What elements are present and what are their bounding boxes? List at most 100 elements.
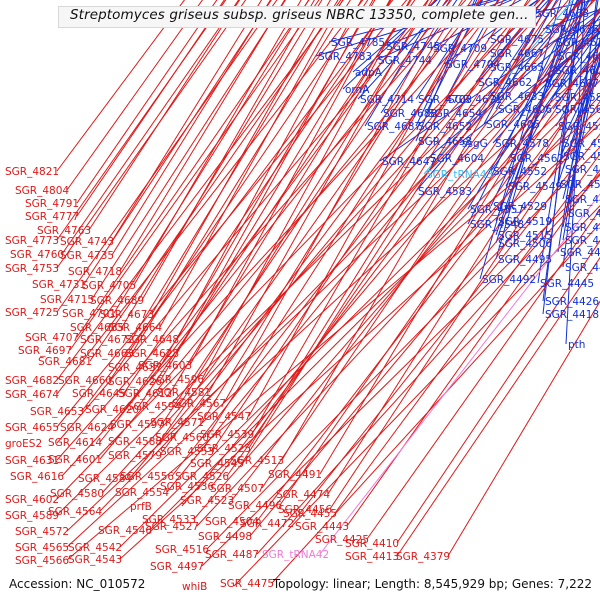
reverse-gene-label[interactable]: SGR_4566 — [15, 555, 69, 567]
reverse-gene-label[interactable]: SGR_4588 — [108, 436, 162, 448]
forward-gene-label[interactable]: SGR_4495 — [498, 254, 552, 266]
reverse-gene-label[interactable]: SGR_4664 — [108, 322, 162, 334]
forward-gene-label[interactable]: SGR_4662 — [478, 77, 532, 89]
reverse-gene-label[interactable]: SGR_4525 — [197, 443, 251, 455]
forward-gene-label[interactable]: SGR_4492 — [482, 274, 536, 286]
forward-gene-label[interactable]: SGR_4578 — [495, 138, 549, 150]
forward-gene-label[interactable]: SGR_4518 — [565, 164, 600, 176]
reverse-gene-label[interactable]: SGR_4753 — [5, 263, 59, 275]
reverse-gene-label[interactable]: SGR_4791 — [25, 198, 79, 210]
forward-gene-label[interactable]: SGR_4499 — [565, 194, 600, 206]
reverse-gene-label[interactable]: SGR_4556 — [120, 471, 174, 483]
reverse-gene-label[interactable]: SGR_4689 — [90, 295, 144, 307]
forward-gene-label[interactable]: ssgG — [462, 138, 488, 150]
reverse-gene-label[interactable]: SGR_4565 — [15, 542, 69, 554]
forward-gene-label[interactable]: SGR_4530 — [563, 151, 600, 163]
reverse-gene-label[interactable]: SGR_4504 — [205, 516, 259, 528]
reverse-gene-label[interactable]: SGR_4496 — [228, 500, 282, 512]
reverse-gene-label[interactable]: SGR_4497 — [150, 561, 204, 573]
forward-gene-label[interactable]: SGR_4466 — [565, 235, 600, 247]
forward-gene-label[interactable]: SGR_4687 — [367, 121, 421, 133]
reverse-gene-label[interactable]: SGR_4507 — [210, 483, 264, 495]
reverse-gene-label[interactable]: SGR_4533 — [142, 514, 196, 526]
reverse-gene-label[interactable]: SGR_4821 — [5, 166, 59, 178]
reverse-gene-label[interactable]: SGR_4539 — [200, 429, 254, 441]
reverse-gene-label[interactable]: SGR_4487 — [205, 549, 259, 561]
reverse-gene-label[interactable]: SGR_4553 — [160, 446, 214, 458]
reverse-gene-label[interactable]: SGR_4715 — [40, 294, 94, 306]
forward-gene-label[interactable]: SGR_4604 — [430, 153, 484, 165]
forward-gene-label[interactable]: SGR_4607 — [545, 78, 599, 90]
reverse-gene-label[interactable]: SGR_4804 — [15, 185, 69, 197]
reverse-gene-label[interactable]: SGR_4701 — [62, 308, 116, 320]
forward-gene-label[interactable]: pth — [568, 339, 585, 351]
reverse-gene-label[interactable]: SGR_4718 — [68, 266, 122, 278]
reverse-gene-label[interactable]: SGR_4705 — [82, 280, 136, 292]
reverse-gene-label[interactable]: SGR_4653 — [30, 406, 84, 418]
reverse-gene-label[interactable]: SGR_4648 — [125, 334, 179, 346]
reverse-gene-label[interactable]: SGR_4579 — [108, 450, 162, 462]
reverse-gene-label[interactable]: SGR_4475 — [220, 578, 274, 590]
reverse-gene-label[interactable]: SGR_4760 — [10, 249, 64, 261]
reverse-gene-label[interactable]: SGR_4513 — [230, 455, 284, 467]
forward-gene-label[interactable]: SGR_4583 — [418, 186, 472, 198]
forward-gene-label[interactable]: SGR_4557 — [470, 204, 524, 216]
reverse-gene-label[interactable]: SGR_4597 — [110, 419, 164, 431]
reverse-gene-label[interactable]: SGR_4455 — [283, 508, 337, 520]
reverse-gene-label[interactable]: SGR_4542 — [68, 542, 122, 554]
forward-gene-label[interactable]: SGR_4785 — [331, 37, 385, 49]
forward-gene-label[interactable]: SGR_4515 — [498, 230, 552, 242]
forward-gene-label[interactable]: SGR_4703 — [418, 94, 472, 106]
reverse-gene-label[interactable]: SGR_4731 — [32, 279, 86, 291]
forward-gene-label[interactable]: SGR_4667 — [490, 48, 544, 60]
forward-gene-label[interactable]: SGR_4621 — [556, 37, 600, 49]
reverse-gene-label[interactable]: SGR_4547 — [197, 411, 251, 423]
reverse-gene-label[interactable]: SGR_4673 — [100, 309, 154, 321]
forward-gene-label[interactable]: SGR_4783 — [318, 51, 372, 63]
reverse-gene-label[interactable]: SGR_4546 — [98, 525, 152, 537]
reverse-gene-label[interactable]: SGR_4564 — [48, 506, 102, 518]
reverse-gene-label[interactable]: SGR_4379 — [396, 551, 450, 563]
reverse-gene-label[interactable]: SGR_4545 — [190, 458, 244, 470]
reverse-gene-label[interactable]: SGR_4456 — [278, 504, 332, 516]
forward-gene-label[interactable]: SGR_4529 — [493, 201, 547, 213]
reverse-gene-label[interactable]: SGR_4645 — [72, 388, 126, 400]
reverse-gene-label[interactable]: SGR_4682 — [5, 375, 59, 387]
reverse-gene-label[interactable]: SGR_4474 — [276, 489, 330, 501]
reverse-gene-label[interactable]: SGR_4594 — [127, 401, 181, 413]
forward-gene-label[interactable]: SGR_4549 — [508, 181, 562, 193]
forward-gene-label[interactable]: SGR_4552 — [493, 166, 547, 178]
forward-gene-label[interactable]: SGR_4548 — [470, 219, 524, 231]
forward-gene-label[interactable]: SGR_4665 — [490, 62, 544, 74]
reverse-gene-label[interactable]: SGR_4614 — [48, 437, 102, 449]
forward-gene-label[interactable]: SGR_4563 — [555, 104, 600, 116]
forward-gene-label[interactable]: SGR_4476 — [565, 222, 600, 234]
forward-gene-label[interactable]: SGR_4562 — [510, 153, 564, 165]
reverse-gene-label[interactable]: SGR_4581 — [157, 387, 211, 399]
reverse-gene-label[interactable]: SGR_4472 — [240, 518, 294, 530]
forward-gene-label[interactable]: SGR_4506 — [498, 238, 552, 250]
reverse-gene-label[interactable]: SGR_4572 — [15, 526, 69, 538]
forward-gene-label[interactable]: SGR_4606 — [498, 104, 552, 116]
forward-gene-label[interactable]: SGR_4488 — [568, 208, 600, 220]
forward-gene-label[interactable]: SGR_4709 — [433, 43, 487, 55]
reverse-gene-label[interactable]: SGR_4663 — [80, 348, 134, 360]
forward-gene-label[interactable]: SGR_4426 — [545, 296, 599, 308]
forward-gene-label[interactable]: SGR_4652 — [418, 121, 472, 133]
reverse-gene-label[interactable]: SGR_4523 — [180, 495, 234, 507]
forward-gene-label[interactable]: SGR_4654 — [428, 108, 482, 120]
reverse-gene-label[interactable]: SGR_4624 — [60, 422, 114, 434]
forward-gene-label[interactable]: SGR_4647 — [382, 156, 436, 168]
forward-gene-label[interactable]: SGR_4519 — [498, 216, 552, 228]
reverse-gene-label[interactable]: SGR_4681 — [38, 356, 92, 368]
reverse-gene-label[interactable]: SGR_4498 — [198, 531, 252, 543]
forward-gene-label[interactable]: SGR_4537 — [563, 138, 600, 150]
reverse-gene-label[interactable]: SGR_4697 — [18, 345, 72, 357]
reverse-gene-label[interactable]: SGR_4410 — [345, 538, 399, 550]
reverse-gene-label[interactable]: SGR_4536 — [160, 481, 214, 493]
reverse-gene-label[interactable]: SGR_4773 — [5, 235, 59, 247]
reverse-gene-label[interactable]: SGR_4777 — [25, 211, 79, 223]
reverse-gene-label[interactable]: SGR_4571 — [150, 417, 204, 429]
reverse-gene-label[interactable]: SGR_4725 — [5, 307, 59, 319]
reverse-gene-label[interactable]: SGR_4560 — [155, 432, 209, 444]
